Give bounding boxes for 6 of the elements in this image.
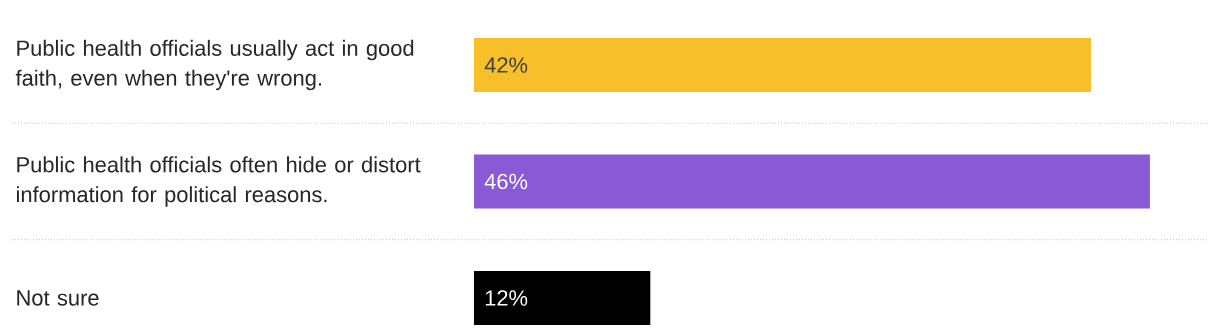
data-label: 46% <box>484 173 528 190</box>
y-tick-label: Public health officials usually act in good faith, even when they're wrong. <box>15 39 414 91</box>
data-label: 12% <box>485 290 528 306</box>
data-label: 42% <box>484 57 528 73</box>
y-tick-label: Public health officials often hide or distort information for political reasons. <box>16 156 421 207</box>
y-tick-label: Not sure <box>17 290 99 306</box>
